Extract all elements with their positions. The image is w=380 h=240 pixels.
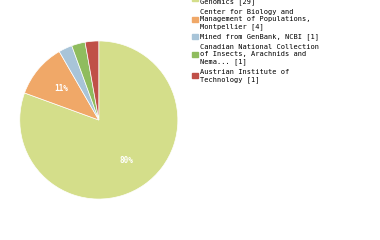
Text: 11%: 11% (54, 84, 68, 93)
Legend: Centre for Biodiversity
Genomics [29], Center for Biology and
Management of Popu: Centre for Biodiversity Genomics [29], C… (192, 0, 319, 83)
Wedge shape (72, 42, 99, 120)
Wedge shape (59, 46, 99, 120)
Text: 80%: 80% (120, 156, 134, 165)
Wedge shape (20, 41, 178, 199)
Wedge shape (85, 41, 99, 120)
Wedge shape (25, 52, 99, 120)
